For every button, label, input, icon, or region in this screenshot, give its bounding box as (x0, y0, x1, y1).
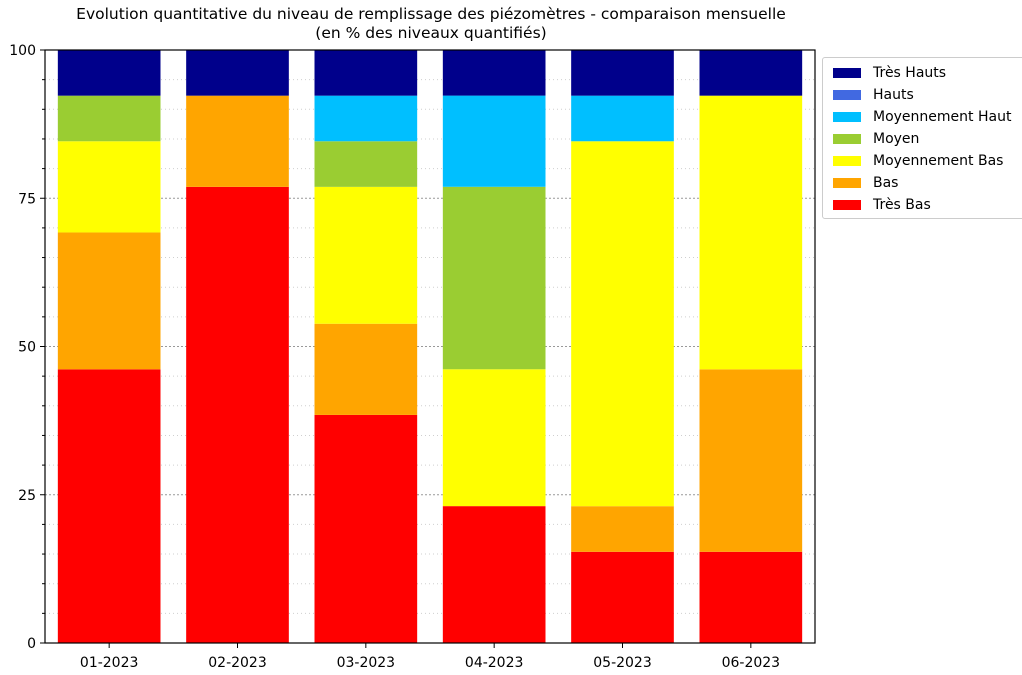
y-tick-label: 100 (9, 43, 36, 59)
bar-segment (314, 50, 418, 96)
y-tick-label: 50 (18, 340, 36, 356)
bar-segment (571, 50, 674, 96)
bar-segment (314, 141, 418, 187)
bar-segment (442, 369, 546, 507)
legend-item: Très Bas (833, 195, 931, 215)
bar-segment (57, 369, 161, 643)
y-tick-label: 75 (18, 191, 36, 207)
x-tick-label: 03-2023 (337, 655, 396, 671)
bar-segment (186, 50, 289, 96)
legend-label: Hauts (873, 87, 914, 103)
plot-frame (44, 49, 816, 644)
bar-segment (314, 414, 418, 643)
legend-item: Bas (833, 173, 898, 193)
legend: Très Hauts Hauts Moyennement Haut Moyen Moye… (822, 57, 1022, 219)
bar-segment (442, 50, 546, 96)
bar-segment (571, 551, 674, 643)
legend-item: Très Hauts (833, 63, 946, 83)
legend-swatch (833, 68, 861, 78)
y-tick-label: 25 (18, 488, 36, 504)
legend-swatch (833, 112, 861, 122)
bar-segment (314, 186, 418, 324)
bar-segment (571, 95, 674, 142)
legend-swatch (833, 134, 861, 144)
legend-item: Moyennement Bas (833, 151, 1003, 171)
bar-segment (57, 232, 161, 370)
legend-item: Moyen (833, 129, 919, 149)
x-tick-label: 02-2023 (208, 655, 267, 671)
legend-swatch (833, 156, 861, 166)
legend-swatch (833, 90, 861, 100)
x-tick-label: 01-2023 (80, 655, 139, 671)
bar-segment (442, 186, 546, 370)
bar-segment (314, 323, 418, 415)
legend-label: Très Bas (873, 197, 931, 213)
bar-segment (57, 50, 161, 96)
bar-segment (442, 506, 546, 643)
bar-segment (699, 50, 803, 96)
legend-label: Moyennement Haut (873, 109, 1012, 125)
bar-segment (314, 95, 418, 142)
legend-item: Moyennement Haut (833, 107, 1011, 127)
bar-segment (571, 506, 674, 552)
bar-segment (699, 369, 803, 552)
bar-segment (57, 95, 161, 142)
bar-segment (186, 186, 289, 644)
legend-label: Moyennement Bas (873, 153, 1004, 169)
chart-title: Evolution quantitative du niveau de remp… (76, 5, 786, 23)
x-tick-label: 06-2023 (722, 655, 781, 671)
legend-label: Très Hauts (873, 65, 947, 81)
bar-segment (699, 551, 803, 643)
bar-segment (699, 95, 803, 370)
legend-label: Bas (873, 175, 899, 191)
legend-swatch (833, 200, 861, 210)
y-tick-label: 0 (27, 636, 36, 652)
legend-label: Moyen (873, 131, 920, 147)
legend-item: Hauts (833, 85, 914, 105)
x-tick-label: 04-2023 (465, 655, 524, 671)
legend-swatch (833, 178, 861, 188)
bar-segment (442, 95, 546, 187)
bar-segment (186, 95, 289, 187)
bar-segment (571, 141, 674, 507)
x-tick-label: 05-2023 (593, 655, 652, 671)
chart-subtitle: (en % des niveaux quantifiés) (315, 24, 547, 42)
bar-segment (57, 141, 161, 233)
